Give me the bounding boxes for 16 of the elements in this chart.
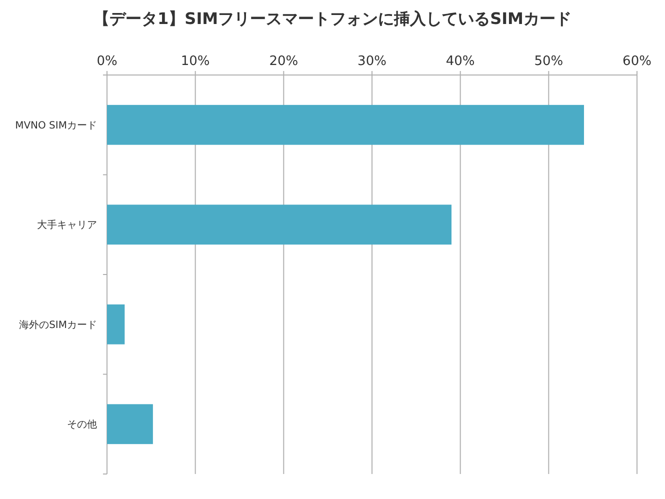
bar (107, 404, 153, 444)
x-tick-label: 10% (180, 54, 210, 69)
y-tick-label: その他 (67, 418, 97, 431)
bar (107, 304, 125, 344)
x-tick-label: 50% (534, 54, 564, 69)
x-tick-label: 60% (622, 54, 652, 69)
bar (107, 104, 584, 145)
x-tick-label: 0% (96, 54, 118, 69)
y-tick-label: MVNO SIMカード (15, 120, 97, 132)
x-tick-label: 30% (358, 54, 386, 69)
chart-title: 【データ1】SIMフリースマートフォンに挿入しているSIMカード (94, 9, 572, 28)
bar (107, 204, 452, 245)
y-tick-label: 大手キャリア (37, 219, 97, 232)
x-tick-label: 40% (446, 54, 475, 69)
y-tick-label: 海外のSIMカード (19, 318, 97, 331)
x-tick-label: 20% (269, 54, 298, 69)
